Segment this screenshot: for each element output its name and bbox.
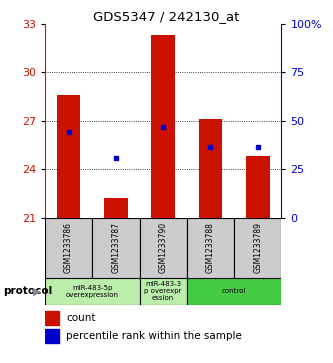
Text: miR-483-5p
overexpression: miR-483-5p overexpression	[66, 285, 119, 298]
Bar	[151, 35, 175, 218]
Bar	[45, 329, 59, 343]
Text: GDS5347 / 242130_at: GDS5347 / 242130_at	[93, 10, 240, 23]
Bar	[45, 218, 92, 278]
Text: GSM1233788: GSM1233788	[206, 222, 215, 273]
Text: control: control	[222, 288, 246, 294]
Bar	[187, 218, 234, 278]
Bar	[246, 156, 269, 218]
Text: GSM1233787: GSM1233787	[111, 222, 121, 273]
Bar	[57, 95, 81, 218]
Bar	[45, 278, 140, 305]
Bar	[234, 218, 281, 278]
Text: GSM1233789: GSM1233789	[253, 222, 262, 273]
Text: GSM1233790: GSM1233790	[159, 222, 168, 273]
Bar	[140, 218, 187, 278]
Bar	[140, 278, 187, 305]
Bar	[92, 218, 140, 278]
Bar	[45, 311, 59, 325]
Text: count: count	[66, 313, 96, 323]
Text: GSM1233786: GSM1233786	[64, 222, 73, 273]
Bar	[187, 278, 281, 305]
Text: protocol: protocol	[3, 286, 53, 296]
Text: ▶: ▶	[33, 286, 41, 296]
Bar	[198, 119, 222, 218]
Bar	[104, 199, 128, 218]
Text: miR-483-3
p overexpr
ession: miR-483-3 p overexpr ession	[145, 281, 182, 301]
Text: percentile rank within the sample: percentile rank within the sample	[66, 331, 242, 341]
